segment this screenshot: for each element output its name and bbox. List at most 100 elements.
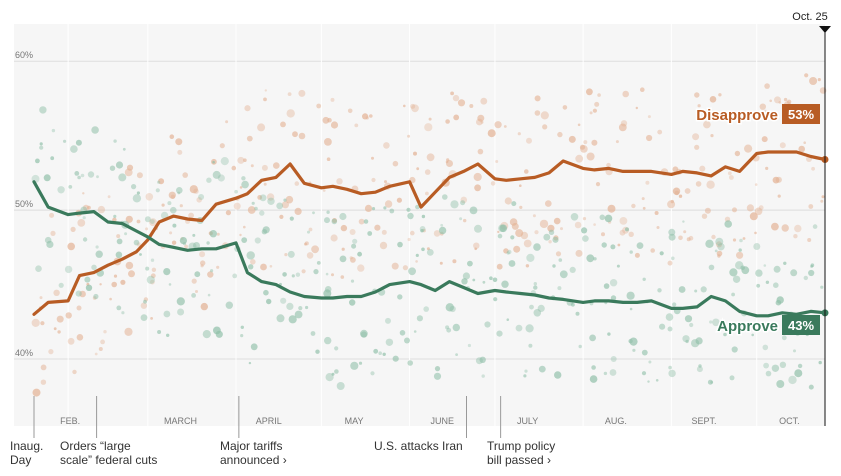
poll-dot bbox=[694, 289, 698, 293]
poll-dot bbox=[315, 349, 320, 354]
poll-dot bbox=[543, 233, 551, 241]
poll-dot bbox=[753, 243, 761, 250]
poll-dot bbox=[131, 184, 137, 190]
poll-dot bbox=[87, 171, 95, 178]
poll-dot bbox=[769, 99, 772, 103]
poll-dot bbox=[804, 73, 809, 78]
poll-dot bbox=[716, 250, 723, 257]
poll-dot bbox=[575, 249, 583, 257]
poll-dot bbox=[349, 299, 356, 306]
poll-dot bbox=[210, 269, 214, 273]
poll-dot bbox=[504, 197, 512, 205]
poll-dot bbox=[75, 139, 82, 146]
poll-dot bbox=[107, 195, 111, 199]
poll-dot bbox=[67, 337, 75, 345]
poll-dot bbox=[150, 317, 154, 320]
poll-dot bbox=[166, 333, 170, 337]
poll-dot bbox=[635, 106, 638, 110]
poll-dot bbox=[438, 226, 447, 235]
poll-dot bbox=[326, 157, 331, 161]
poll-dot bbox=[694, 92, 700, 98]
poll-dot bbox=[482, 280, 486, 284]
poll-dot bbox=[421, 247, 425, 252]
poll-dot bbox=[285, 195, 294, 204]
event-inaug: Inaug. Day bbox=[10, 439, 43, 467]
poll-dot bbox=[241, 237, 248, 244]
poll-dot bbox=[667, 260, 673, 266]
poll-dot bbox=[82, 192, 85, 195]
poll-dot bbox=[496, 330, 503, 337]
poll-dot bbox=[357, 264, 365, 272]
poll-dot bbox=[715, 241, 723, 248]
poll-dot bbox=[568, 135, 576, 143]
poll-dot bbox=[231, 165, 237, 171]
poll-dot bbox=[765, 370, 772, 377]
poll-dot bbox=[58, 282, 64, 288]
poll-dot bbox=[263, 289, 269, 296]
poll-dot bbox=[557, 131, 563, 138]
poll-dot bbox=[411, 104, 419, 113]
poll-dot bbox=[793, 349, 796, 353]
axis-ticks: 40% 50% 60% FEB. MARCH APRIL MAY JUNE JULY AUG. SE… bbox=[15, 50, 800, 426]
poll-dot bbox=[364, 204, 373, 212]
poll-dot bbox=[163, 268, 171, 276]
event-tariffs[interactable]: Major tariffs announced › bbox=[220, 439, 287, 467]
poll-dot bbox=[254, 206, 258, 211]
poll-dot bbox=[150, 273, 156, 279]
end-labels: 53% Disapprove 43% Approve bbox=[695, 104, 820, 337]
poll-dot bbox=[586, 88, 593, 96]
poll-dot bbox=[765, 166, 769, 170]
poll-dot bbox=[569, 266, 576, 273]
poll-dot bbox=[295, 272, 301, 277]
poll-dot bbox=[738, 248, 742, 252]
poll-dot bbox=[294, 181, 300, 186]
poll-dot bbox=[206, 241, 210, 245]
event-iran: U.S. attacks Iran bbox=[374, 439, 463, 453]
poll-dot bbox=[497, 230, 500, 234]
poll-dot bbox=[276, 314, 285, 323]
poll-dot bbox=[732, 275, 741, 283]
poll-dot bbox=[77, 219, 86, 227]
poll-dot bbox=[273, 162, 280, 169]
poll-dot bbox=[525, 264, 530, 268]
poll-dot bbox=[686, 237, 691, 242]
disapprove-label: Disapprove bbox=[696, 107, 778, 124]
poll-dot bbox=[498, 224, 506, 232]
poll-dot bbox=[40, 379, 47, 385]
poll-dot bbox=[336, 382, 345, 390]
poll-dot bbox=[761, 136, 768, 143]
poll-dot bbox=[480, 97, 488, 105]
poll-dot bbox=[695, 181, 702, 187]
poll-dot bbox=[645, 180, 650, 185]
poll-dot bbox=[534, 230, 539, 235]
poll-dot bbox=[656, 226, 660, 229]
event-policy[interactable]: Trump policy bill passed › bbox=[487, 439, 555, 467]
poll-dot bbox=[548, 240, 552, 244]
poll-dot bbox=[407, 360, 414, 366]
poll-dot bbox=[330, 234, 338, 242]
poll-dot bbox=[689, 322, 694, 328]
poll-dot bbox=[697, 104, 701, 108]
poll-dot bbox=[754, 183, 758, 186]
poll-dot bbox=[179, 237, 187, 245]
poll-dot bbox=[450, 200, 459, 209]
poll-dot bbox=[76, 334, 84, 341]
poll-dot bbox=[709, 96, 717, 103]
poll-dot bbox=[267, 197, 275, 205]
poll-dot bbox=[475, 357, 483, 365]
poll-dot bbox=[446, 327, 452, 333]
poll-dot bbox=[281, 201, 289, 209]
poll-dot bbox=[591, 365, 596, 370]
event-line: scale” federal cuts bbox=[60, 453, 158, 467]
poll-dot bbox=[287, 92, 292, 96]
poll-dot bbox=[407, 237, 411, 242]
poll-dot bbox=[198, 194, 205, 200]
poll-dot bbox=[260, 263, 267, 271]
poll-dot bbox=[136, 191, 140, 195]
poll-dot bbox=[50, 230, 56, 236]
poll-dot bbox=[582, 235, 589, 242]
poll-dot bbox=[128, 270, 135, 278]
poll-dot bbox=[762, 344, 769, 351]
poll-dot bbox=[168, 283, 172, 286]
poll-dot bbox=[323, 289, 332, 298]
